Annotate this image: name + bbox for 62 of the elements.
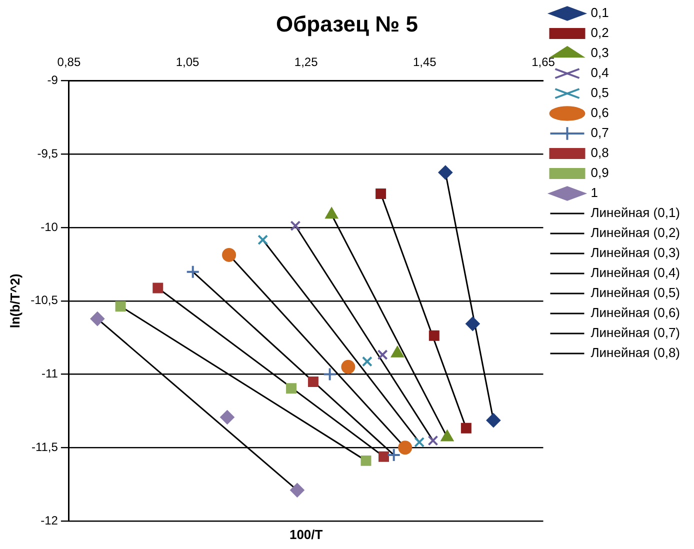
point — [378, 451, 390, 462]
x-axis-title: 100/T — [289, 527, 323, 542]
legend-label: Линейная (0,3) — [590, 245, 680, 260]
x-tick-label: 0,85 — [57, 54, 81, 69]
point — [460, 422, 472, 434]
point — [360, 455, 372, 466]
legend-label: Линейная (0,6) — [590, 305, 680, 320]
legend-label: 0,9 — [590, 165, 609, 180]
point — [466, 316, 480, 331]
y-tick-label: -10 — [40, 220, 58, 234]
point — [386, 448, 401, 462]
legend-label: Линейная (0,7) — [590, 325, 680, 340]
point — [220, 410, 234, 424]
chart-title: Образец № 5 — [276, 11, 418, 36]
y-tick-label: -11 — [42, 366, 58, 381]
point — [414, 436, 425, 448]
point — [362, 356, 372, 367]
legend-label: Линейная (0,4) — [590, 265, 680, 280]
point — [115, 301, 126, 312]
legend-label: 0,1 — [590, 5, 609, 20]
legend-label: 0,5 — [590, 85, 609, 100]
point — [322, 367, 337, 382]
y-tick-label: -12 — [40, 513, 58, 528]
legend-label: 0,4 — [590, 65, 609, 80]
point — [308, 376, 318, 387]
point — [486, 413, 500, 428]
legend-label: Линейная (0,1) — [590, 205, 680, 220]
point — [376, 188, 386, 200]
legend-label: 0,7 — [590, 125, 609, 140]
point — [325, 208, 338, 219]
point — [377, 350, 388, 360]
y-tick-label: -9 — [47, 73, 58, 88]
point — [438, 166, 452, 180]
point — [341, 360, 356, 374]
x-tick-label: 1,65 — [532, 54, 556, 69]
point — [186, 264, 200, 279]
x-tick-label: 1,45 — [412, 54, 437, 69]
point — [152, 282, 164, 294]
y-tick-label: -10,5 — [30, 293, 58, 308]
point — [90, 312, 104, 326]
x-tick-label: 1,25 — [294, 54, 318, 69]
x-tick-label: 1,05 — [176, 54, 200, 69]
legend-label: Линейная (0,2) — [590, 225, 680, 240]
legend-label: 0,6 — [590, 105, 609, 120]
point — [222, 248, 236, 262]
legend-label: Линейная (0,5) — [590, 285, 680, 300]
point — [428, 330, 440, 341]
point — [428, 435, 438, 446]
legend-label: 1 — [590, 185, 598, 200]
y-tick-label: -11,5 — [31, 440, 58, 454]
legend-label: 0,8 — [590, 145, 609, 160]
y-axis-title: ln(b/T^2) — [7, 274, 22, 328]
point — [398, 440, 412, 455]
legend-label: Линейная (0,8) — [590, 345, 680, 360]
point — [290, 220, 301, 232]
point — [290, 483, 304, 498]
legend-label: 0,2 — [590, 25, 609, 40]
point — [286, 383, 297, 394]
legend-label: 0,3 — [590, 45, 609, 60]
point — [258, 234, 268, 246]
y-tick-label: -9,5 — [37, 146, 58, 160]
point — [441, 430, 454, 442]
